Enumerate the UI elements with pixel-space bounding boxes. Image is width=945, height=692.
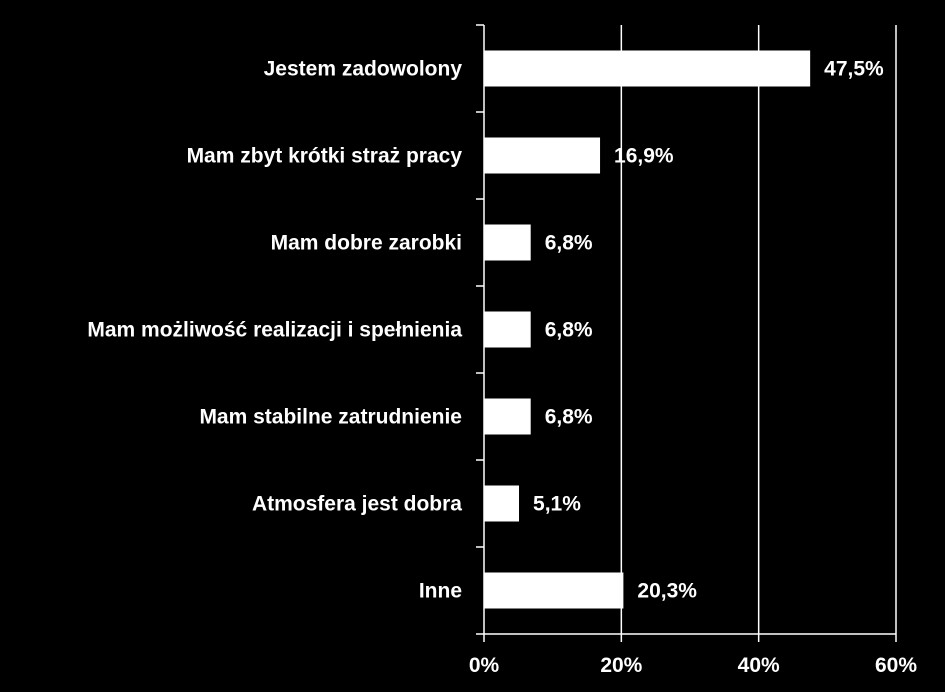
bar <box>484 137 601 174</box>
value-label: 6,8% <box>545 406 593 429</box>
category-label: Jestem zadowolony <box>264 58 463 81</box>
category-label: Atmosfera jest dobra <box>252 493 462 516</box>
value-label: 16,9% <box>614 145 674 168</box>
category-label: Mam możliwość realizacji i spełnienia <box>87 319 462 342</box>
x-tick-label: 40% <box>738 654 780 677</box>
value-label: 20,3% <box>637 580 697 603</box>
category-label: Mam dobre zarobki <box>271 232 462 255</box>
labels: 0% 20% 40% 60% Jestem zadowolony 47,5% Mam zby… <box>87 58 917 678</box>
category-label: Mam stabilne zatrudnienie <box>199 406 462 429</box>
value-label: 5,1% <box>533 493 581 516</box>
value-label: 6,8% <box>545 232 593 255</box>
bar <box>484 485 520 522</box>
bar <box>484 572 624 609</box>
bar <box>484 224 531 261</box>
value-label: 47,5% <box>824 58 884 81</box>
x-tick-label: 60% <box>875 654 917 677</box>
bar <box>484 311 531 348</box>
value-label: 6,8% <box>545 319 593 342</box>
bar <box>484 398 531 435</box>
axes <box>476 24 897 642</box>
gridlines <box>620 25 897 634</box>
category-label: Mam zbyt krótki straż pracy <box>187 145 463 168</box>
x-tick-label: 0% <box>469 654 500 677</box>
bars <box>484 50 811 609</box>
bar <box>484 50 811 87</box>
category-label: Inne <box>419 580 462 603</box>
x-tick-label: 20% <box>600 654 642 677</box>
